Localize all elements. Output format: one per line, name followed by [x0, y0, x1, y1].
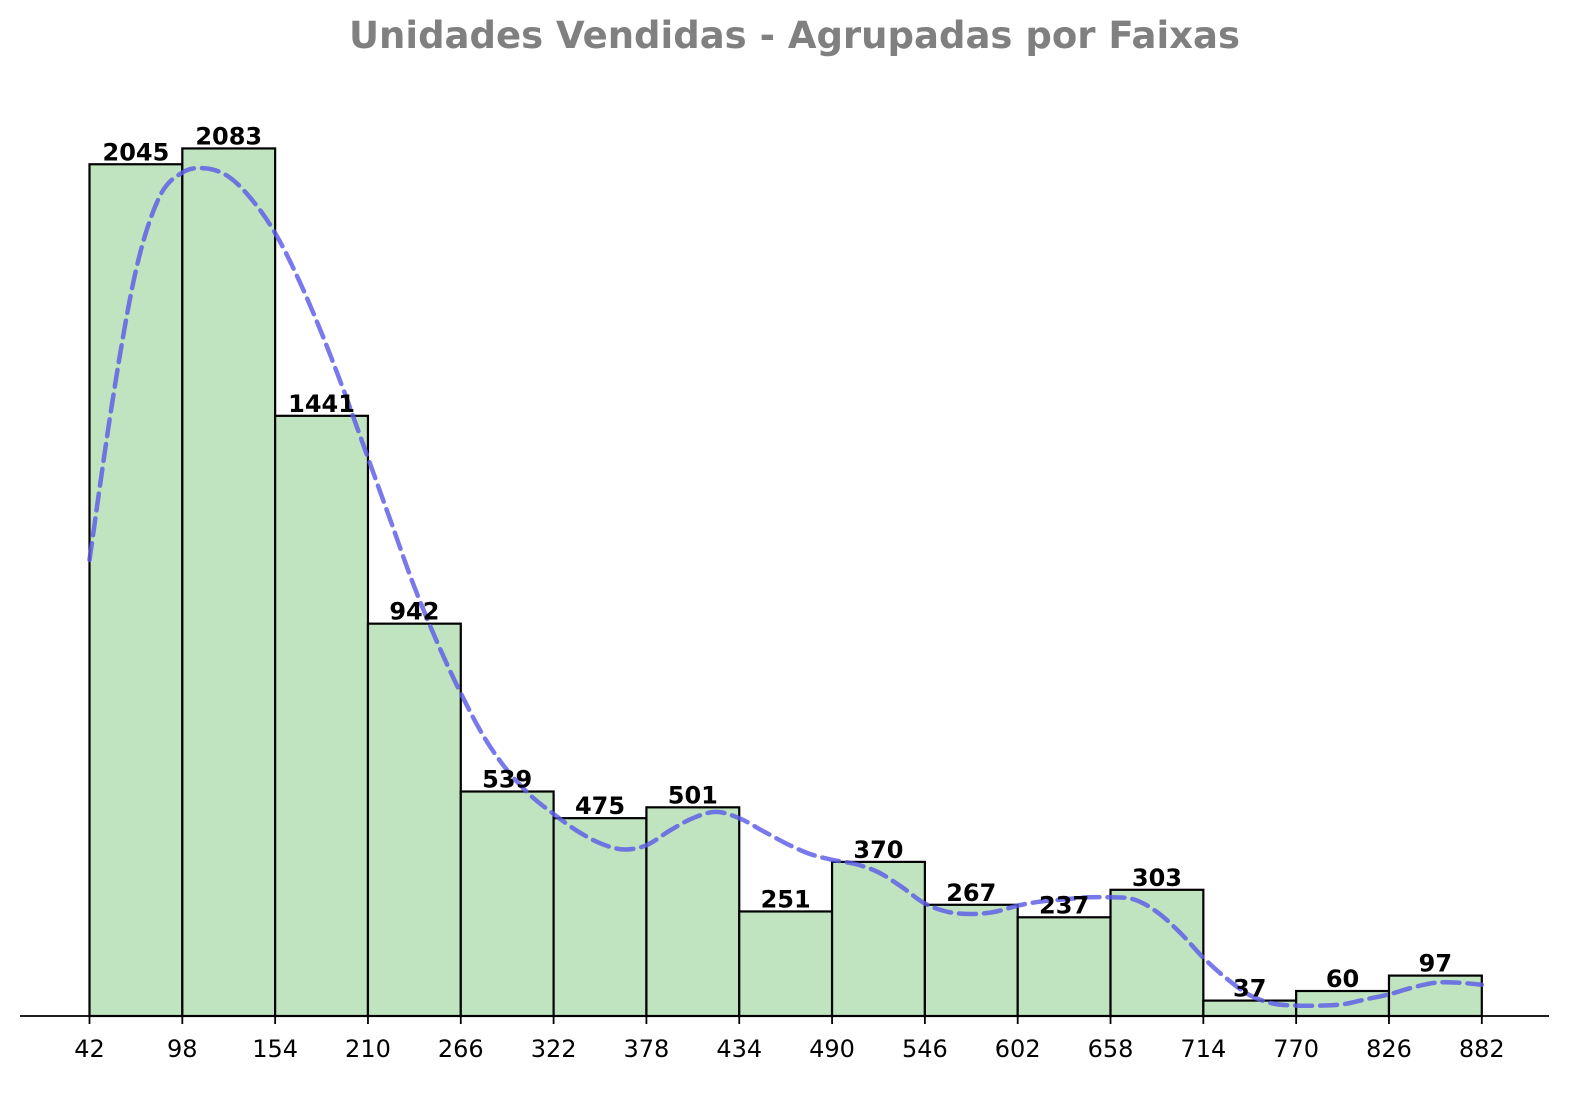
bar-value-label: 97 — [1419, 950, 1452, 978]
x-tick-label: 826 — [1366, 1035, 1412, 1063]
bar-value-label: 303 — [1132, 864, 1182, 892]
bar-6 — [645, 806, 741, 1018]
bar-3 — [366, 622, 462, 1018]
x-tick-label: 602 — [995, 1035, 1041, 1063]
x-tick-label: 378 — [624, 1035, 670, 1063]
x-tick-label: 98 — [167, 1035, 198, 1063]
bar-8 — [830, 860, 926, 1018]
x-tick-label: 770 — [1273, 1035, 1319, 1063]
x-tick-label: 714 — [1180, 1035, 1226, 1063]
x-tick-label: 658 — [1088, 1035, 1134, 1063]
bar-value-label: 2045 — [103, 138, 170, 166]
bar-13 — [1295, 989, 1391, 1018]
x-tick-label: 546 — [902, 1035, 948, 1063]
bar-0 — [88, 163, 184, 1018]
bar-value-label: 60 — [1326, 965, 1359, 993]
bar-4 — [459, 790, 555, 1018]
bar-value-label: 475 — [575, 792, 625, 820]
x-tick-label: 322 — [531, 1035, 577, 1063]
bar-7 — [738, 910, 834, 1018]
bar-value-label: 370 — [853, 836, 903, 864]
bar-labels-group: 2045 2083 1441 942 539 475 501 251 370 267 237 303 3… — [103, 122, 1453, 1002]
bar-1 — [181, 147, 277, 1018]
bar-value-label: 539 — [482, 766, 532, 794]
bar-value-label: 267 — [946, 879, 996, 907]
bar-value-label: 1441 — [288, 390, 355, 418]
bars-group — [88, 147, 1483, 1018]
x-tick-label: 490 — [809, 1035, 855, 1063]
chart-title: Unidades Vendidas - Agrupadas por Faixas — [349, 14, 1240, 57]
bar-10 — [1016, 916, 1112, 1018]
x-tick-label: 210 — [345, 1035, 391, 1063]
bar-value-label: 2083 — [195, 122, 262, 150]
x-tick-label: 434 — [716, 1035, 762, 1063]
bar-11 — [1109, 888, 1205, 1018]
bar-value-label: 501 — [668, 781, 718, 809]
bar-value-label: 942 — [389, 598, 439, 626]
x-axis-ticks: 42 98 154 210 266 322 378 434 490 546 602 658 714 770… — [74, 1016, 1505, 1063]
bar-value-label: 37 — [1233, 975, 1266, 1003]
x-tick-label: 42 — [74, 1035, 105, 1063]
x-tick-label: 154 — [252, 1035, 298, 1063]
x-tick-label: 266 — [438, 1035, 484, 1063]
density-curve — [87, 165, 1485, 1009]
bar-value-label: 251 — [761, 885, 811, 913]
bar-2 — [274, 414, 370, 1018]
bar-9 — [923, 903, 1019, 1018]
bar-value-label: 237 — [1039, 891, 1089, 919]
x-tick-label: 882 — [1459, 1035, 1505, 1063]
